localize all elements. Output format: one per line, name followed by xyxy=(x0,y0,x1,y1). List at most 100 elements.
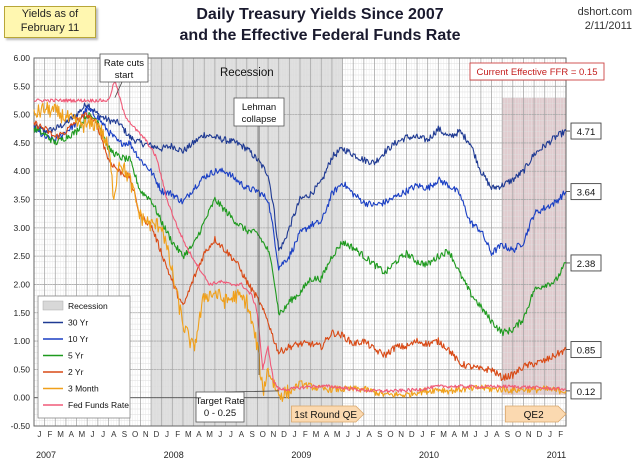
end-label-5-yr: 2.38 xyxy=(577,259,596,270)
legend-label-5-yr: 5 Yr xyxy=(68,351,84,361)
x-month-label: F xyxy=(558,430,563,439)
x-month-label: M xyxy=(185,430,192,439)
x-month-label: A xyxy=(452,430,458,439)
x-month-label: J xyxy=(165,430,169,439)
x-year-label: 2009 xyxy=(291,450,311,460)
y-tick-label: 1.00 xyxy=(13,336,30,346)
x-month-label: F xyxy=(175,430,180,439)
legend-label-3-month: 3 Month xyxy=(68,384,99,394)
annotation-box xyxy=(99,53,149,83)
y-tick-label: -0.50 xyxy=(11,421,31,431)
annotation-recession: Recession xyxy=(220,67,274,79)
x-month-label: J xyxy=(420,430,424,439)
annotation-qe2: QE2 xyxy=(524,410,544,421)
x-month-label: A xyxy=(239,430,245,439)
y-tick-label: 1.50 xyxy=(13,308,30,318)
y-tick-label: 0.00 xyxy=(13,393,30,403)
source-date: 2/11/2011 xyxy=(584,20,632,32)
end-label-2-yr: 0.85 xyxy=(577,346,596,357)
chart-title-line2: and the Effective Federal Funds Rate xyxy=(179,27,461,44)
legend-label-30-yr: 30 Yr xyxy=(68,318,88,328)
annotation-leader xyxy=(225,390,279,393)
x-month-label: S xyxy=(377,430,382,439)
x-month-label: F xyxy=(303,430,308,439)
legend-label-recession: Recession xyxy=(68,301,108,311)
y-tick-label: 0.50 xyxy=(13,364,30,374)
annotation-target-rate-2: 0 - 0.25 xyxy=(204,408,236,419)
annotation-current-ffr: Current Effective FFR = 0.15 xyxy=(477,67,598,78)
x-month-label: J xyxy=(218,430,222,439)
x-month-label: O xyxy=(387,430,393,439)
x-month-label: N xyxy=(526,430,532,439)
annotation-box xyxy=(233,97,285,127)
x-month-label: O xyxy=(260,430,266,439)
annotation-qe1: 1st Round QE xyxy=(294,410,357,421)
x-month-label: N xyxy=(143,430,149,439)
annotation-leader xyxy=(114,81,123,98)
chart-title-line1: Daily Treasury Yields Since 2007 xyxy=(196,6,444,23)
x-month-label: A xyxy=(111,430,117,439)
x-month-label: J xyxy=(37,430,41,439)
qe1-arrow xyxy=(291,405,365,423)
end-label-box xyxy=(570,122,602,140)
x-month-label: J xyxy=(91,430,95,439)
x-month-label: A xyxy=(494,430,500,439)
x-month-label: D xyxy=(153,430,159,439)
y-tick-label: 5.50 xyxy=(13,81,30,91)
y-tick-label: 4.50 xyxy=(13,138,30,148)
x-month-label: A xyxy=(324,430,330,439)
annotation-target-rate-1: Target Rate xyxy=(195,396,244,407)
annotation-rate-cuts-1: Rate cuts xyxy=(104,58,144,69)
x-month-label: O xyxy=(515,430,521,439)
yields-as-of-label: Yields as of xyxy=(21,8,79,20)
x-month-label: S xyxy=(122,430,127,439)
x-month-label: O xyxy=(132,430,138,439)
annotation-lehman-1: Lehman xyxy=(242,102,276,113)
x-month-label: F xyxy=(431,430,436,439)
x-month-label: J xyxy=(474,430,478,439)
end-label-3-month: 0.12 xyxy=(577,387,596,398)
x-month-label: S xyxy=(505,430,510,439)
x-month-label: J xyxy=(229,430,233,439)
plot-border xyxy=(33,57,567,427)
end-label-box xyxy=(570,341,602,359)
x-month-label: N xyxy=(398,430,404,439)
y-tick-label: 5.00 xyxy=(13,110,30,120)
series-line-10-yr xyxy=(33,105,567,271)
y-tick-label: 3.00 xyxy=(13,223,30,233)
x-year-label: 2007 xyxy=(36,450,56,460)
series-line-3-month xyxy=(33,101,567,403)
x-month-label: M xyxy=(57,430,64,439)
x-year-label: 2011 xyxy=(547,450,566,460)
legend-box xyxy=(37,295,131,419)
end-label-30-yr: 4.71 xyxy=(577,127,596,138)
x-month-label: J xyxy=(357,430,361,439)
source-label: dshort.com xyxy=(577,6,632,18)
end-label-box xyxy=(570,254,602,272)
x-month-label: D xyxy=(281,430,287,439)
x-month-label: D xyxy=(537,430,543,439)
y-tick-label: 2.00 xyxy=(13,279,30,289)
x-year-label: 2008 xyxy=(164,450,184,460)
annotation-box xyxy=(195,391,245,423)
x-month-label: S xyxy=(249,430,254,439)
x-month-label: J xyxy=(293,430,297,439)
x-month-label: A xyxy=(196,430,202,439)
x-month-label: M xyxy=(313,430,320,439)
end-label-box xyxy=(570,183,602,201)
x-month-label: A xyxy=(69,430,75,439)
x-month-label: J xyxy=(548,430,552,439)
yields-date-box: Yields as of February 11 xyxy=(4,6,96,38)
x-month-label: M xyxy=(79,430,86,439)
x-month-label: M xyxy=(206,430,213,439)
series-line-5-yr xyxy=(33,112,567,337)
legend-label-10-yr: 10 Yr xyxy=(68,334,88,344)
annotation-rate-cuts-2: start xyxy=(115,70,134,81)
x-month-label: F xyxy=(48,430,53,439)
x-month-label: J xyxy=(346,430,350,439)
x-month-label: A xyxy=(366,430,372,439)
x-month-label: M xyxy=(440,430,447,439)
x-month-label: J xyxy=(101,430,105,439)
qe2-arrow xyxy=(504,405,567,423)
